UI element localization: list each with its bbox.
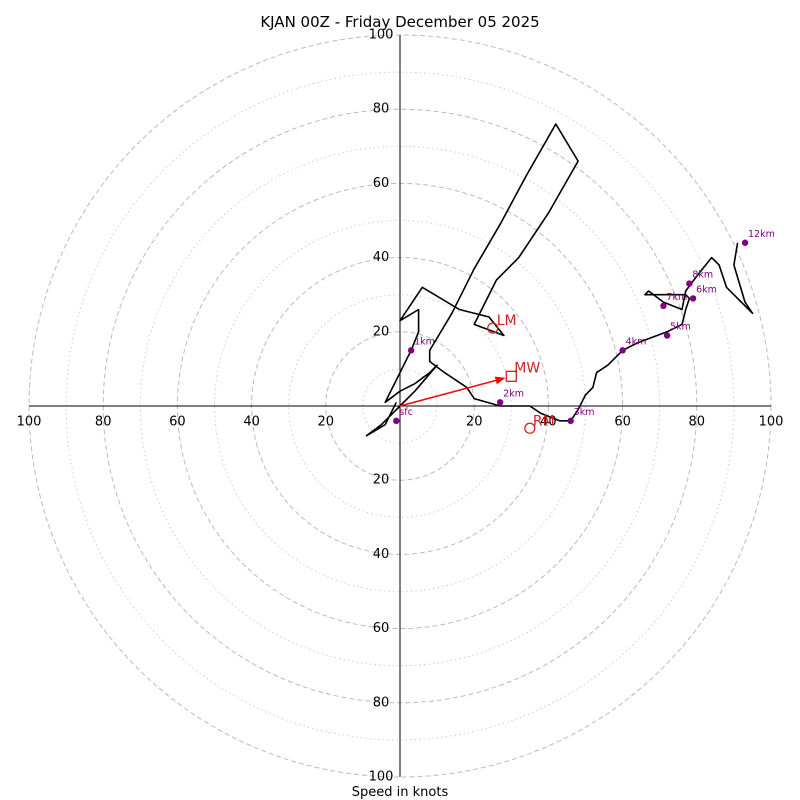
height-label-7km: 7km: [666, 292, 687, 303]
tick-label-bottom-60: 60: [373, 621, 390, 636]
left-mover-label: LM: [497, 313, 517, 329]
tick-label-right-100: 100: [759, 415, 784, 430]
tick-label-top-20: 20: [373, 324, 390, 339]
mean-wind-label: MW: [514, 360, 540, 376]
x-axis-label: Speed in knots: [352, 785, 449, 800]
tick-label-bottom-40: 40: [373, 547, 390, 562]
shear-vector-layer: [399, 376, 506, 407]
height-label-4km: 4km: [626, 336, 647, 347]
tick-label-bottom-100: 100: [369, 770, 394, 785]
tick-label-left-20: 20: [318, 415, 335, 430]
height-label-12km: 12km: [748, 229, 775, 240]
shear-vector-arrowhead: [494, 376, 506, 385]
tick-label-bottom-20: 20: [373, 473, 390, 488]
left-mover-marker: [487, 322, 499, 334]
height-marker-2km: [496, 399, 504, 406]
right-mover-marker: [524, 422, 536, 434]
height-label-3km: 3km: [574, 407, 595, 418]
tick-label-right-60: 60: [614, 415, 631, 430]
height-label-6km: 6km: [696, 284, 717, 295]
height-marker-3km: [567, 417, 574, 425]
height-markers: sfc 1km 2km 3km 4km 5km 6km 7km 8km 12km: [393, 229, 775, 425]
tick-label-left-100: 100: [17, 415, 42, 430]
height-label-8km: 8km: [692, 270, 713, 281]
height-marker-8km: [686, 280, 693, 287]
tick-label-top-100: 100: [369, 28, 394, 43]
tick-label-left-80: 80: [95, 415, 112, 430]
height-marker-sfc: [393, 417, 400, 425]
height-marker-1km: [407, 347, 415, 354]
height-label-2km: 2km: [503, 388, 524, 399]
wind-trace: [365, 123, 754, 437]
height-marker-4km: [619, 347, 626, 354]
height-marker-5km: [663, 332, 671, 339]
tick-label-right-20: 20: [466, 415, 483, 430]
height-label-5km: 5km: [670, 322, 691, 333]
tick-label-left-60: 60: [169, 415, 186, 430]
mean-wind-marker: [505, 370, 517, 382]
tick-label-left-40: 40: [243, 415, 260, 430]
height-marker-7km: [660, 302, 667, 310]
chart-title: KJAN 00Z - Friday December 05 2025: [260, 13, 539, 31]
wind-trace-layer: [365, 123, 754, 437]
height-marker-6km: [689, 295, 697, 302]
tick-label-top-60: 60: [373, 176, 390, 191]
tick-label-bottom-80: 80: [373, 695, 390, 710]
storm-motion-markers: LM MW RM: [487, 313, 555, 434]
height-marker-12km: [741, 239, 749, 246]
height-label-sfc: sfc: [399, 407, 413, 418]
tick-label-top-40: 40: [373, 250, 390, 265]
right-mover-label: RM: [533, 413, 555, 429]
height-label-1km: 1km: [414, 336, 435, 347]
shear-vector-line: [399, 379, 498, 407]
tick-label-right-80: 80: [689, 415, 706, 430]
tick-label-top-80: 80: [373, 102, 390, 117]
